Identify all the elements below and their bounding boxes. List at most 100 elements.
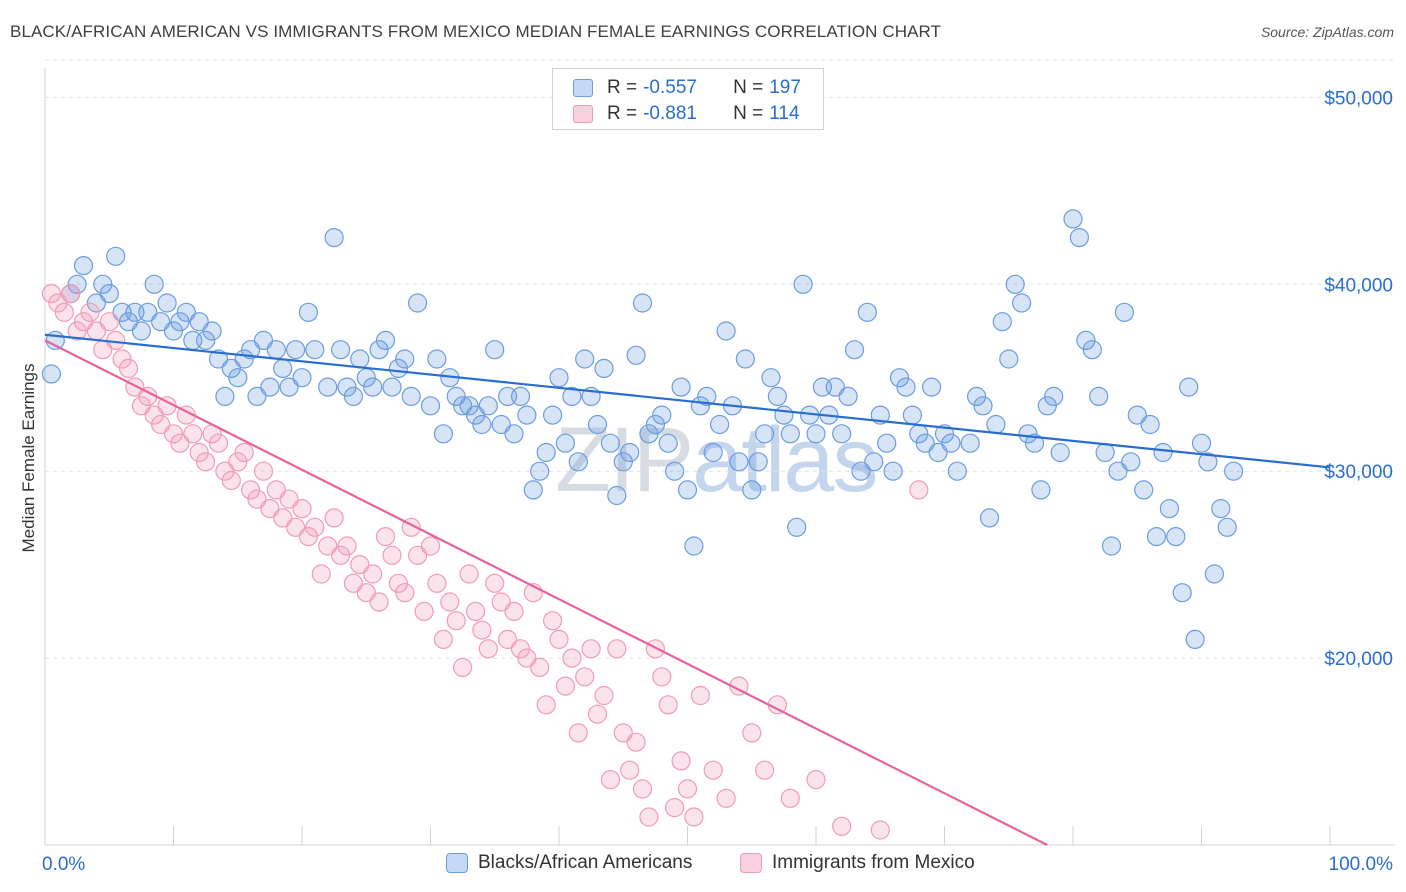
- point-black: [941, 433, 961, 453]
- point-black: [273, 358, 293, 378]
- point-black: [787, 517, 807, 537]
- point-mexico: [324, 508, 344, 528]
- point-black: [575, 349, 595, 369]
- y-tick-label: $40,000: [1324, 275, 1393, 296]
- point-black: [729, 452, 749, 472]
- point-black: [1121, 452, 1141, 472]
- point-black: [973, 396, 993, 416]
- point-black: [806, 424, 826, 444]
- series-swatch-blue: [446, 853, 468, 873]
- legend-n-value: 114: [769, 103, 800, 124]
- point-black: [118, 312, 139, 332]
- point-black: [1024, 433, 1045, 453]
- point-mexico: [408, 545, 428, 565]
- point-black: [517, 405, 537, 425]
- point-black: [986, 414, 1006, 435]
- point-black: [1069, 228, 1090, 248]
- point-mexico: [754, 760, 775, 780]
- point-black: [337, 377, 357, 397]
- point-black: [401, 386, 421, 406]
- point-mexico: [703, 760, 723, 780]
- point-black: [331, 340, 351, 360]
- point-black: [1179, 377, 1199, 397]
- point-mexico: [363, 564, 383, 584]
- point-mexico: [369, 592, 389, 612]
- point-mexico: [375, 526, 396, 547]
- point-black: [677, 480, 698, 500]
- point-black: [157, 293, 177, 313]
- point-mexico: [118, 358, 139, 378]
- point-black: [138, 302, 158, 322]
- point-black: [877, 433, 897, 453]
- point-mexico: [183, 424, 203, 444]
- point-black: [189, 312, 209, 332]
- point-black: [697, 386, 717, 406]
- point-black: [350, 349, 370, 369]
- point-mexico: [632, 779, 653, 799]
- point-mexico: [395, 583, 415, 603]
- point-black: [1134, 480, 1154, 500]
- point-black: [241, 340, 261, 360]
- point-black: [151, 312, 171, 332]
- point-black: [536, 442, 556, 463]
- y-tick-label: $50,000: [1324, 88, 1393, 109]
- point-black: [921, 377, 942, 397]
- point-black: [1108, 461, 1128, 481]
- point-black: [857, 302, 878, 322]
- point-black: [228, 368, 248, 388]
- point-mexico: [485, 573, 505, 593]
- point-mexico: [446, 611, 466, 631]
- point-black: [748, 452, 768, 472]
- point-mexico: [279, 489, 299, 509]
- point-black: [542, 405, 563, 425]
- point-mexico: [196, 452, 216, 472]
- legend-swatch-pink: [573, 105, 593, 123]
- point-black: [1082, 340, 1102, 360]
- point-mexico: [273, 508, 293, 528]
- point-black: [844, 340, 865, 360]
- point-black: [131, 321, 151, 341]
- point-black: [620, 442, 640, 463]
- point-mexico: [510, 639, 531, 659]
- point-mexico: [54, 302, 74, 322]
- point-black: [832, 424, 852, 444]
- point-black: [684, 536, 704, 556]
- point-black: [247, 386, 267, 406]
- point-mexico: [215, 461, 235, 481]
- point-mexico: [247, 489, 267, 509]
- point-black: [343, 386, 363, 406]
- point-black: [767, 386, 788, 406]
- point-black: [1037, 396, 1057, 416]
- point-black: [934, 424, 955, 444]
- point-black: [427, 349, 447, 369]
- point-black: [446, 386, 466, 406]
- x-tick-label: 0.0%: [42, 854, 85, 875]
- point-mexico: [388, 573, 408, 593]
- point-mexico: [170, 433, 190, 453]
- legend-r-value: -0.557: [643, 77, 697, 98]
- point-mexico: [234, 442, 254, 463]
- point-mexico: [639, 807, 659, 827]
- point-black: [613, 452, 633, 472]
- point-black: [742, 480, 762, 500]
- point-black: [947, 461, 967, 481]
- watermark: ZIPatlas: [555, 408, 878, 513]
- point-black: [915, 433, 935, 453]
- point-mexico: [832, 816, 852, 836]
- point-black: [896, 377, 916, 397]
- point-black: [652, 405, 672, 425]
- point-black: [478, 396, 498, 416]
- point-mexico: [568, 723, 588, 743]
- point-mexico: [292, 499, 312, 519]
- point-mexico: [465, 601, 486, 622]
- point-black: [86, 293, 107, 313]
- point-mexico: [677, 779, 698, 799]
- point-black: [793, 274, 813, 294]
- series-swatch-pink: [740, 853, 762, 873]
- point-mexico: [542, 611, 563, 631]
- point-black: [382, 377, 402, 397]
- point-black: [754, 424, 775, 444]
- point-black: [318, 377, 338, 397]
- series-legend-mexico: Immigrants from Mexico: [740, 852, 975, 874]
- point-mexico: [440, 592, 460, 612]
